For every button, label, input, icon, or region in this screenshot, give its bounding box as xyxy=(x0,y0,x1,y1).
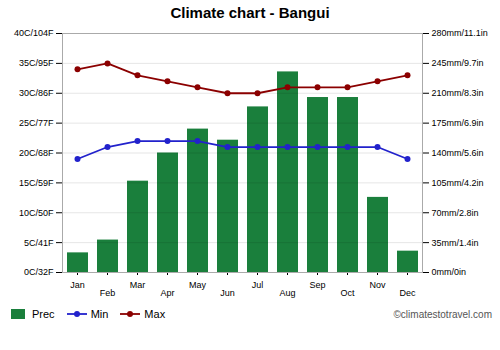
svg-text:Jul: Jul xyxy=(252,280,264,290)
svg-text:175mm/6.9in: 175mm/6.9in xyxy=(432,118,484,128)
svg-text:15C/59F: 15C/59F xyxy=(19,178,54,188)
svg-text:5C/41F: 5C/41F xyxy=(24,238,54,248)
svg-text:Oct: Oct xyxy=(340,288,355,298)
svg-text:30C/86F: 30C/86F xyxy=(19,88,54,98)
svg-text:70mm/2.8in: 70mm/2.8in xyxy=(432,208,479,218)
svg-text:Aug: Aug xyxy=(279,288,295,298)
svg-text:Nov: Nov xyxy=(369,280,386,290)
svg-text:35mm/1.4in: 35mm/1.4in xyxy=(432,238,479,248)
svg-text:35C/95F: 35C/95F xyxy=(19,58,54,68)
svg-text:Sep: Sep xyxy=(309,280,325,290)
svg-text:280mm/11.1in: 280mm/11.1in xyxy=(432,28,488,38)
svg-text:20C/68F: 20C/68F xyxy=(19,148,54,158)
svg-text:Apr: Apr xyxy=(160,288,174,298)
svg-text:Jan: Jan xyxy=(70,280,85,290)
svg-text:25C/77F: 25C/77F xyxy=(19,118,54,128)
html-text:Min: Min xyxy=(90,308,109,320)
html-text:Prec: Prec xyxy=(32,308,55,320)
svg-text:105mm/4.2in: 105mm/4.2in xyxy=(432,178,484,188)
svg-text:140mm/5.6in: 140mm/5.6in xyxy=(432,148,484,158)
svg-text:210mm/8.3in: 210mm/8.3in xyxy=(432,88,484,98)
svg-text:0C/32F: 0C/32F xyxy=(24,267,54,277)
svg-text:Mar: Mar xyxy=(130,280,146,290)
svg-text:Dec: Dec xyxy=(399,288,416,298)
svg-text:Jun: Jun xyxy=(220,288,235,298)
svg-text:Feb: Feb xyxy=(100,288,116,298)
svg-text:10C/50F: 10C/50F xyxy=(19,208,54,218)
svg-text:245mm/9.7in: 245mm/9.7in xyxy=(432,58,484,68)
html-text:Max: Max xyxy=(144,308,166,320)
svg-text:0mm/0in: 0mm/0in xyxy=(432,267,467,277)
svg-text:May: May xyxy=(189,280,207,290)
html-text:Climate chart - Bangui: Climate chart - Bangui xyxy=(170,4,330,21)
html-text:©climatestotravel.com: ©climatestotravel.com xyxy=(393,308,492,320)
svg-text:40C/104F: 40C/104F xyxy=(14,28,54,38)
